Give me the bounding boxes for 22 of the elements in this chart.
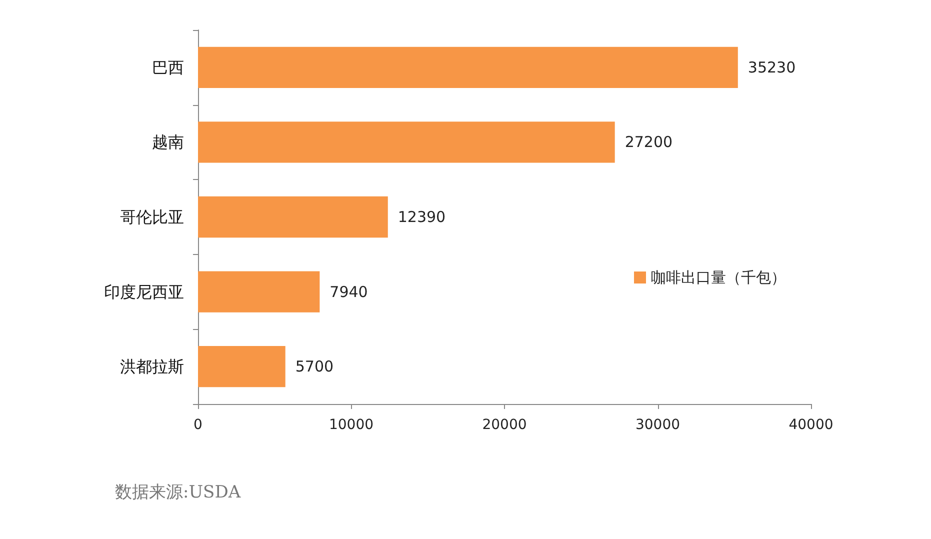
y-tick-label: 洪都拉斯 <box>120 357 184 376</box>
bar <box>198 271 320 312</box>
source-note: 数据来源:USDA <box>115 482 242 502</box>
x-tick-label: 40000 <box>788 417 834 433</box>
x-tick-label: 0 <box>194 417 202 433</box>
data-label: 35230 <box>748 58 796 76</box>
y-tick-label: 越南 <box>152 132 184 152</box>
bar <box>198 346 286 388</box>
y-tick-label: 印度尼西亚 <box>104 282 184 302</box>
y-tick-label: 巴西 <box>152 58 184 77</box>
y-tick-label: 哥伦比亚 <box>120 208 184 226</box>
legend-label: 咖啡出口量（千包） <box>651 268 786 286</box>
bar <box>198 122 615 163</box>
x-tick-label: 10000 <box>328 417 374 433</box>
x-tick-label: 20000 <box>482 417 527 433</box>
x-tick-label: 30000 <box>635 417 680 433</box>
bar <box>198 196 388 238</box>
data-label: 5700 <box>295 358 334 376</box>
data-label: 27200 <box>624 133 673 152</box>
data-label: 7940 <box>330 282 368 301</box>
data-label: 12390 <box>398 208 446 226</box>
bar <box>198 46 738 88</box>
